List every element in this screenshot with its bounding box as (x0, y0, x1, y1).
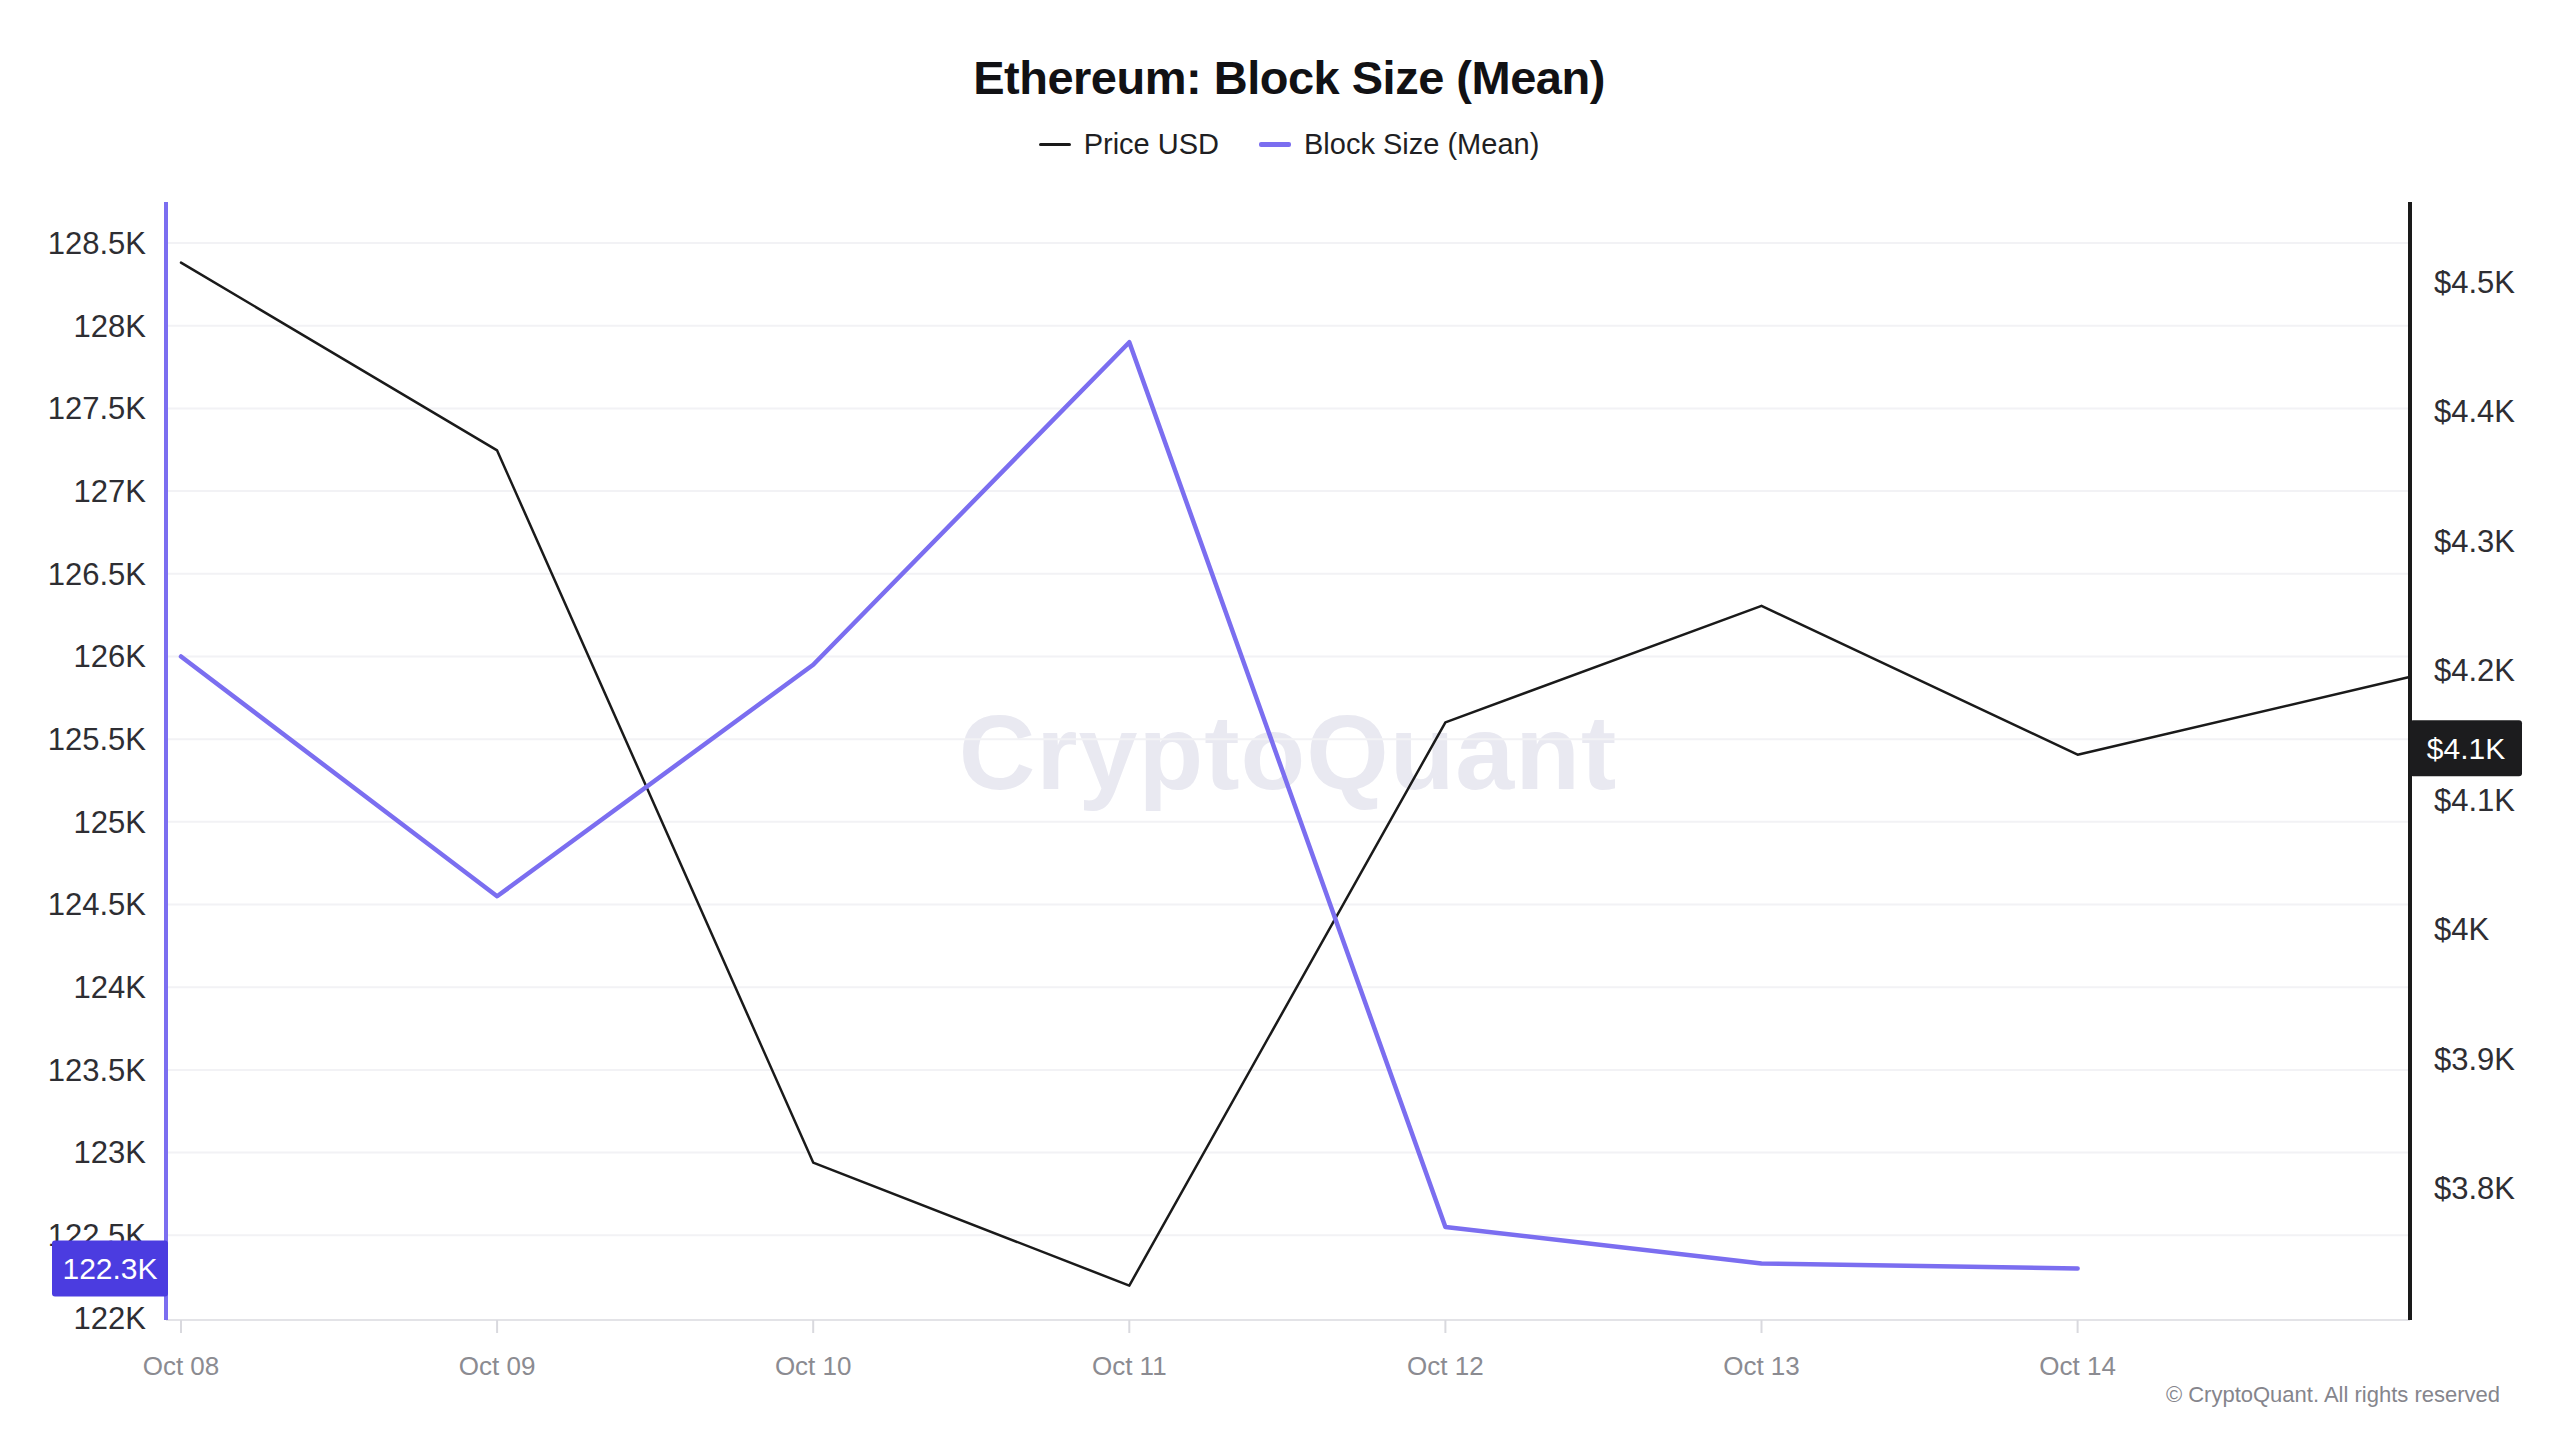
left-tick-label: 126K (74, 639, 147, 674)
x-tick-label: Oct 08 (143, 1351, 220, 1381)
x-tick-label: Oct 13 (1723, 1351, 1800, 1381)
left-tick-label: 128.5K (48, 226, 147, 261)
x-tick-label: Oct 14 (2039, 1351, 2116, 1381)
right-tick-label: $4.1K (2434, 783, 2515, 818)
left-tick-label: 124K (74, 970, 147, 1005)
block-size-current-value-badge: 122.3K (52, 1240, 168, 1296)
right-tick-label: $4.5K (2434, 265, 2515, 300)
left-tick-label: 127.5K (48, 391, 147, 426)
x-tick-label: Oct 12 (1407, 1351, 1484, 1381)
left-tick-label: 123.5K (48, 1053, 147, 1088)
cryptoquant-chart-page: Ethereum: Block Size (Mean) Price USD Bl… (0, 0, 2560, 1440)
block-size-line[interactable] (181, 342, 2078, 1268)
right-tick-label: $3.8K (2434, 1171, 2515, 1206)
left-tick-label: 126.5K (48, 557, 147, 592)
left-tick-label: 128K (74, 309, 147, 344)
left-tick-label: 125K (74, 805, 147, 840)
chart-plot-area[interactable]: Oct 08 Oct 09 Oct 10 Oct 11 Oct 12 Oct 13 Oct … (0, 0, 2560, 1440)
price-current-value-badge: $4.1K (2410, 720, 2522, 776)
right-tick-label: $4.4K (2434, 394, 2515, 429)
price-usd-line[interactable] (181, 263, 2410, 1286)
x-tick-label: Oct 10 (775, 1351, 852, 1381)
left-tick-label: 124.5K (48, 887, 147, 922)
svg-text:$4.1K: $4.1K (2427, 732, 2505, 765)
right-tick-label: $3.9K (2434, 1042, 2515, 1077)
right-tick-label: $4K (2434, 912, 2489, 947)
right-tick-label: $4.3K (2434, 524, 2515, 559)
x-tick-label: Oct 09 (459, 1351, 536, 1381)
left-tick-label: 123K (74, 1135, 147, 1170)
right-tick-label: $4.2K (2434, 653, 2515, 688)
left-tick-label: 125.5K (48, 722, 147, 757)
svg-text:122.3K: 122.3K (62, 1252, 157, 1285)
left-tick-label: 122K (74, 1301, 147, 1336)
left-tick-label: 127K (74, 474, 147, 509)
copyright-notice: © CryptoQuant. All rights reserved (2166, 1382, 2500, 1408)
x-tick-label: Oct 11 (1092, 1351, 1167, 1381)
